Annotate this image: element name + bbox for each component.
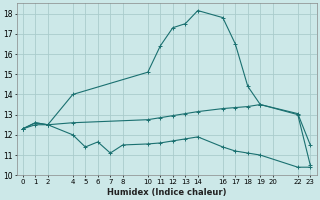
X-axis label: Humidex (Indice chaleur): Humidex (Indice chaleur) bbox=[107, 188, 226, 197]
